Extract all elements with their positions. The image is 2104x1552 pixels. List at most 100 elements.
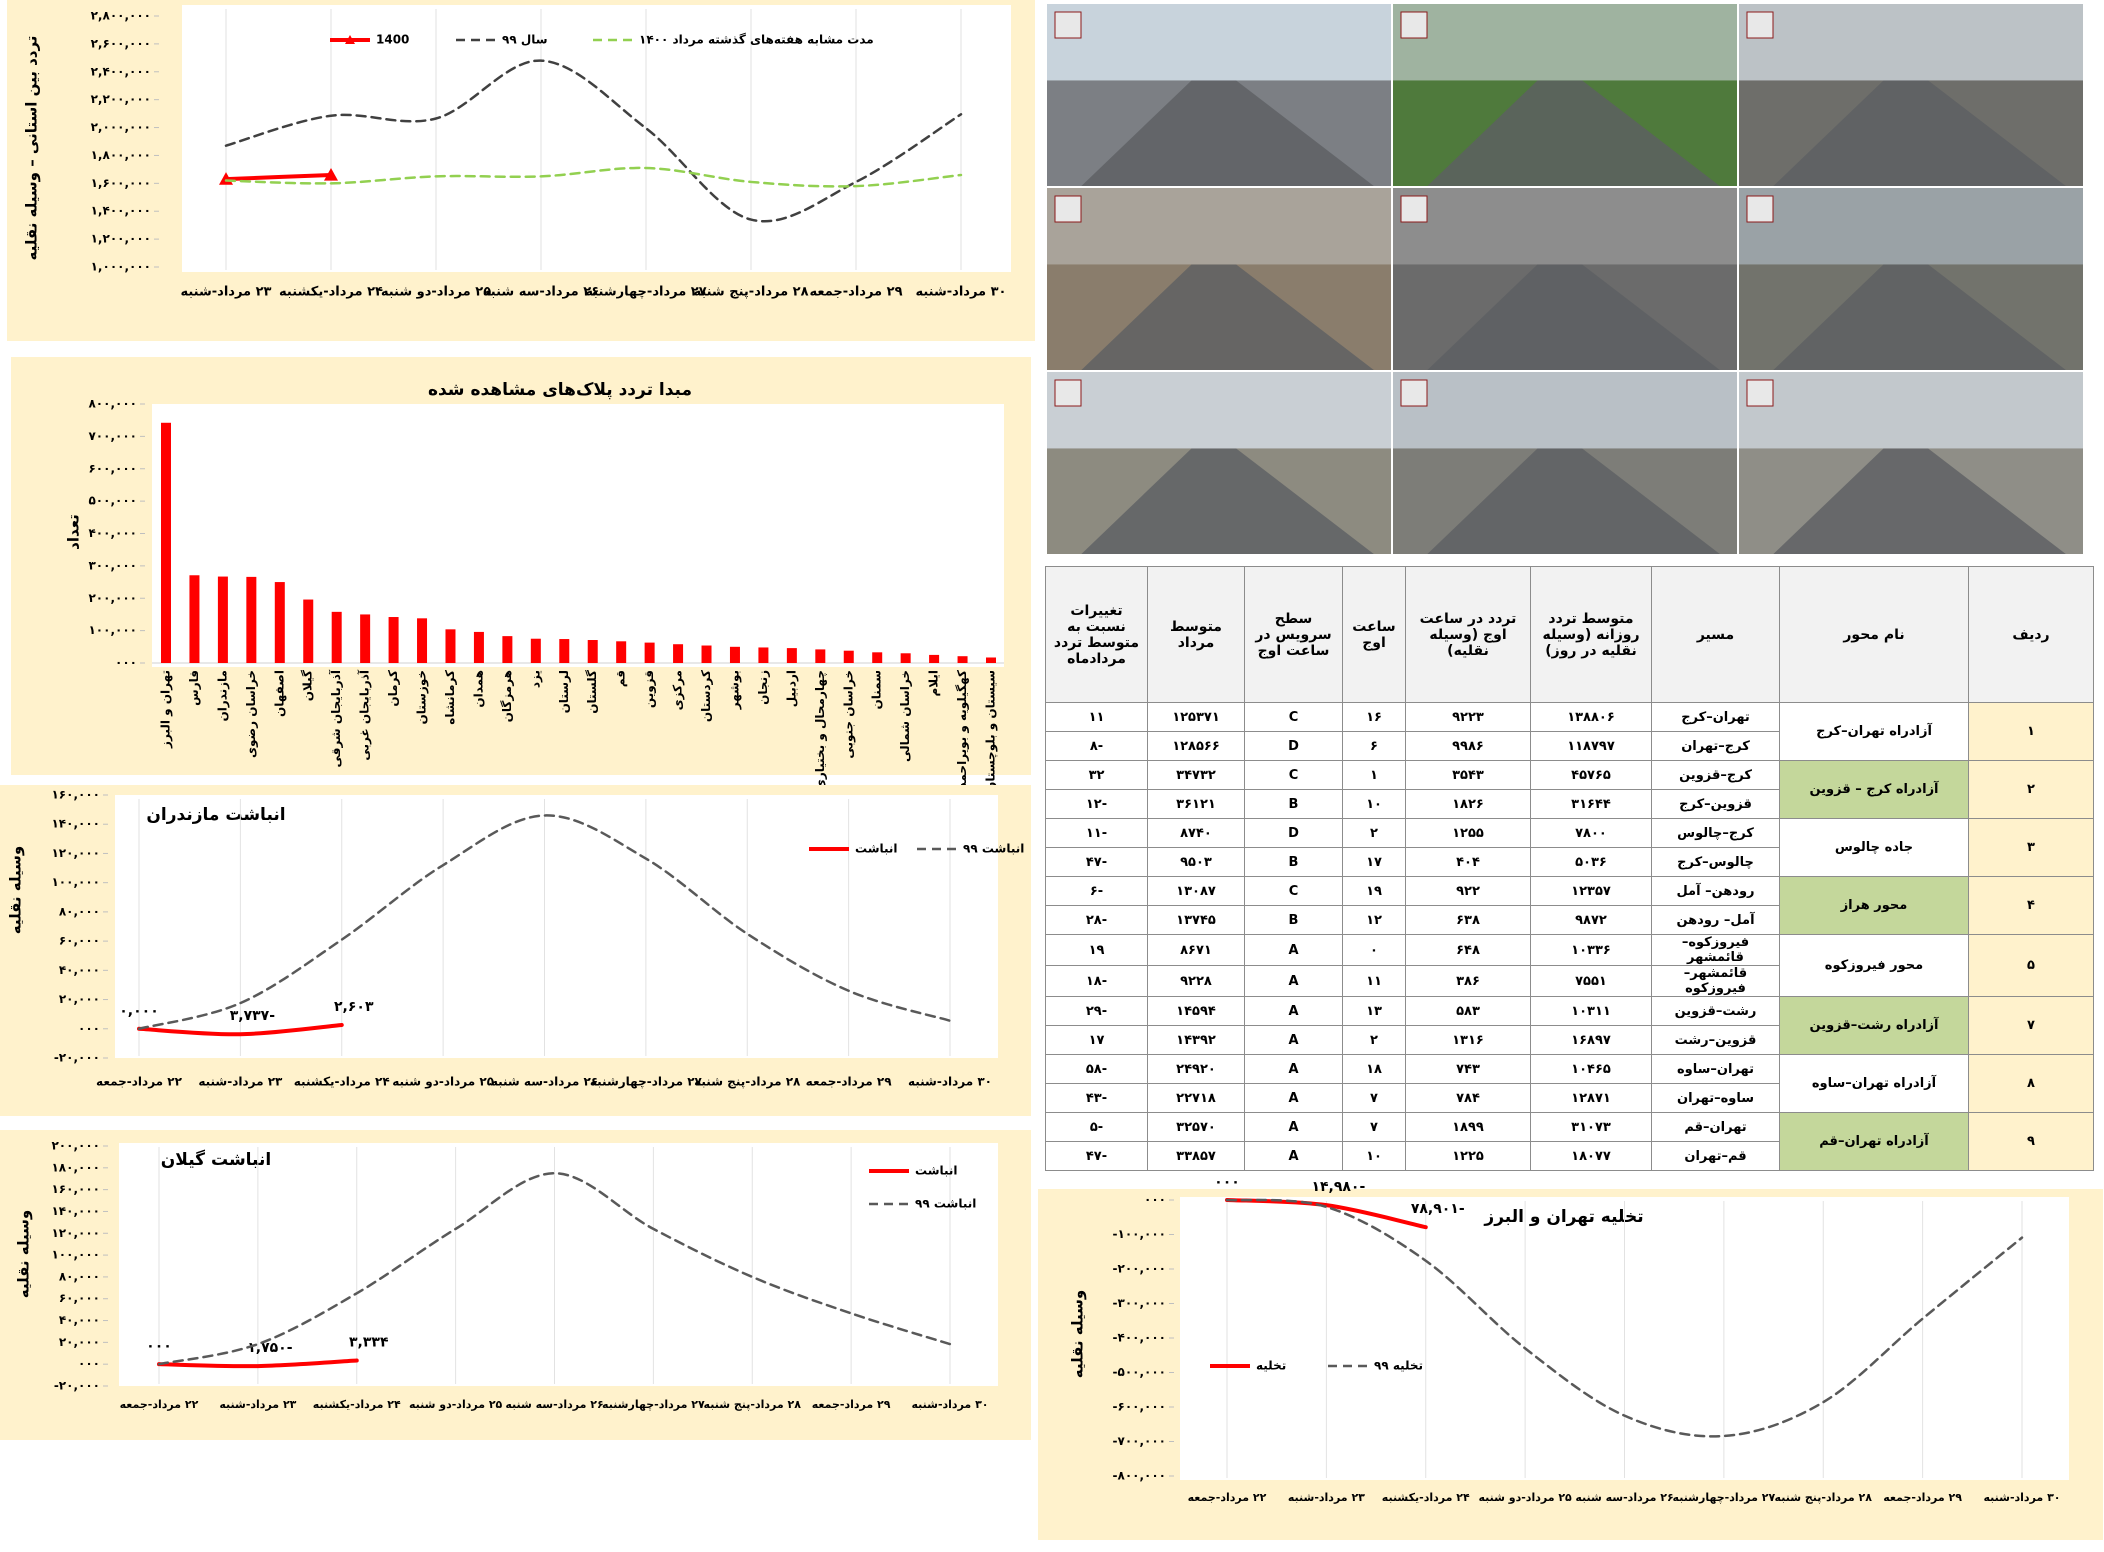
table-cell: -۲۸ <box>1045 905 1148 935</box>
camera-road <box>1773 80 2066 186</box>
legend-marker <box>345 35 355 44</box>
camera-logo <box>1746 379 1774 407</box>
table-cell: ۴۰۴ <box>1405 847 1531 877</box>
table-cell: ۳۳۸۵۷ <box>1147 1141 1245 1171</box>
table-cell: C <box>1244 702 1343 732</box>
table-cell: ۶ <box>1342 731 1406 761</box>
x-tick-label: لرستان <box>557 670 571 713</box>
x-tick-label: ۲۲ مرداد-جمعه <box>1188 1491 1267 1504</box>
x-tick-label: خراسان جنوبی <box>841 670 856 759</box>
legend-label: انباشت ۹۹ <box>963 842 1024 856</box>
camera-road <box>1427 448 1720 554</box>
header-cell: متوسط تردد روزانه (وسیله نقلیه در روز) <box>1530 566 1652 703</box>
table-cell: ۱۰۳۱۱ <box>1530 996 1652 1026</box>
x-tick-label: کرمان <box>386 670 400 707</box>
camera-image <box>1047 4 1391 186</box>
x-tick-label: هرمزگان <box>500 670 514 722</box>
table-cell: ۰ <box>1342 934 1406 966</box>
table-cell: رودهن– آمل <box>1651 876 1780 906</box>
table-cell: ۱۰۳۳۶ <box>1530 934 1652 966</box>
table-row: قزوین–کرج ۳۱۶۴۴ ۱۸۲۶ ۱۰ B ۳۶۱۲۱ -۱۲ <box>1045 789 2094 819</box>
y-tick-label: ۴۰۰,۰۰۰ <box>88 526 137 540</box>
x-tick-label: ۲۴ مرداد-یکشنبه <box>279 285 383 300</box>
table-cell: ۷۸۰۰ <box>1530 818 1652 848</box>
table-cell: ۱۸۰۷۷ <box>1530 1141 1652 1171</box>
header-cell: تغییرات نسبت به متوسط تردد مردادماه <box>1045 566 1148 703</box>
y-tick-label: ۱,۲۰۰,۰۰۰ <box>91 232 151 246</box>
y-tick-label: ۸۰۰,۰۰۰ <box>88 397 137 411</box>
legend-label: تخلیه <box>1256 1359 1286 1373</box>
row-id-cell: ۴ <box>1968 876 2094 935</box>
table-cell: ۷۵۵۱ <box>1530 965 1652 997</box>
table-cell: ۳۲ <box>1045 760 1148 790</box>
axis-name-cell: آزادراه تهران–قم <box>1779 1112 1969 1171</box>
table-cell: ۱۷ <box>1045 1025 1148 1055</box>
x-tick-label: ۲۹ مرداد-جمعه <box>1883 1491 1962 1504</box>
bar <box>445 629 456 663</box>
y-tick-label: ۱۸۰,۰۰۰ <box>51 1160 100 1174</box>
table-cell: ۹۲۲۳ <box>1405 702 1531 732</box>
x-tick-label: آذربایجان غربی <box>357 669 372 760</box>
table-cell: -۵۸ <box>1045 1054 1148 1084</box>
table-cell: C <box>1244 760 1343 790</box>
axis-name-cell: آزادراه کرج – قزوین <box>1779 760 1969 819</box>
y-tick-label: ۰۰۰ <box>1144 1193 1166 1207</box>
x-tick-label: ۲۶ مرداد-سه شنبه <box>505 1398 603 1411</box>
table-cell: ۷ <box>1342 1083 1406 1113</box>
table-cell: B <box>1244 847 1343 877</box>
y-tick-label: ۰۰۰ <box>115 656 137 670</box>
x-tick-label: ۲۸ مرداد-پنج شنبه <box>694 1075 801 1089</box>
table-cell: ۱۰ <box>1342 1141 1406 1171</box>
x-tick-label: اردبیل <box>784 670 798 707</box>
table-cell: ۱۲۵۵ <box>1405 818 1531 848</box>
bar <box>758 647 769 663</box>
x-tick-label: مرکزی <box>671 670 685 710</box>
y-tick-label: ۱۶۰,۰۰۰ <box>51 788 100 802</box>
chart-title: مبدا تردد پلاک‌های مشاهده شده <box>428 380 692 400</box>
bar <box>815 649 826 663</box>
camera-logo <box>1054 379 1082 407</box>
table-cell: C <box>1244 876 1343 906</box>
y-tick-label: ۱,۴۰۰,۰۰۰ <box>91 204 151 218</box>
y-tick-label: ۱۲۰,۰۰۰ <box>51 846 100 860</box>
y-tick-label: ۱,۰۰۰,۰۰۰ <box>91 260 151 274</box>
table-cell: ۱۱۸۷۹۷ <box>1530 731 1652 761</box>
table-cell: -۸ <box>1045 731 1148 761</box>
table-cell: ۱۸۹۹ <box>1405 1112 1531 1142</box>
x-tick-label: قم <box>614 670 628 687</box>
y-tick-label: -۲۰,۰۰۰ <box>54 1379 100 1393</box>
y-axis-title: وسیله نقلیه <box>1069 1290 1087 1378</box>
camera-image <box>1739 4 2083 186</box>
bar <box>843 650 854 663</box>
camera-image <box>1047 372 1391 554</box>
row-id-cell: ۵ <box>1968 934 2094 997</box>
x-tick-label: همدان <box>471 670 485 708</box>
bar <box>360 614 371 663</box>
row-id-cell: ۷ <box>1968 996 2094 1055</box>
table-row: قم–تهران ۱۸۰۷۷ ۱۲۲۵ ۱۰ A ۳۳۸۵۷ -۴۷ <box>1045 1141 2094 1171</box>
table-row: ۲ آزادراه کرج – قزوین کرج–قزوین ۴۵۷۶۵ ۳۵۴۳ ۱ C… <box>1045 760 2094 819</box>
y-tick-label: ۸۰,۰۰۰ <box>59 904 100 918</box>
chart-title: انباشت مازندران <box>146 805 285 825</box>
camera-image <box>1393 188 1737 370</box>
data-label: -۳,۷۳۷ <box>230 1008 276 1024</box>
x-tick-label: خراسان رضوی <box>244 670 259 758</box>
line-series <box>157 1358 359 1369</box>
table-cell: چالوس–کرج <box>1651 847 1780 877</box>
x-tick-label: ۲۶ مرداد-سه شنبه <box>491 1075 598 1089</box>
table-cell: ۹۲۲۸ <box>1147 965 1245 997</box>
table-cell: ۱۴۵۹۴ <box>1147 996 1245 1026</box>
table-cell: ۹۹۸۶ <box>1405 731 1531 761</box>
line-series <box>224 166 963 188</box>
table-cell: قم–تهران <box>1651 1141 1780 1171</box>
y-tick-label: -۴۰۰,۰۰۰ <box>1113 1331 1166 1345</box>
x-tick-label: ۲۹ مرداد-جمعه <box>812 1398 891 1411</box>
x-tick-label: زنجان <box>756 670 770 705</box>
table-cell: ۷ <box>1342 1112 1406 1142</box>
table-cell: ۱۲۲۵ <box>1405 1141 1531 1171</box>
table-cell: A <box>1244 996 1343 1026</box>
y-tick-label: ۲,۲۰۰,۰۰۰ <box>91 92 151 106</box>
x-tick-label: ۲۹ مرداد-جمعه <box>809 285 902 300</box>
chart-title: انباشت گیلان <box>161 1149 271 1170</box>
